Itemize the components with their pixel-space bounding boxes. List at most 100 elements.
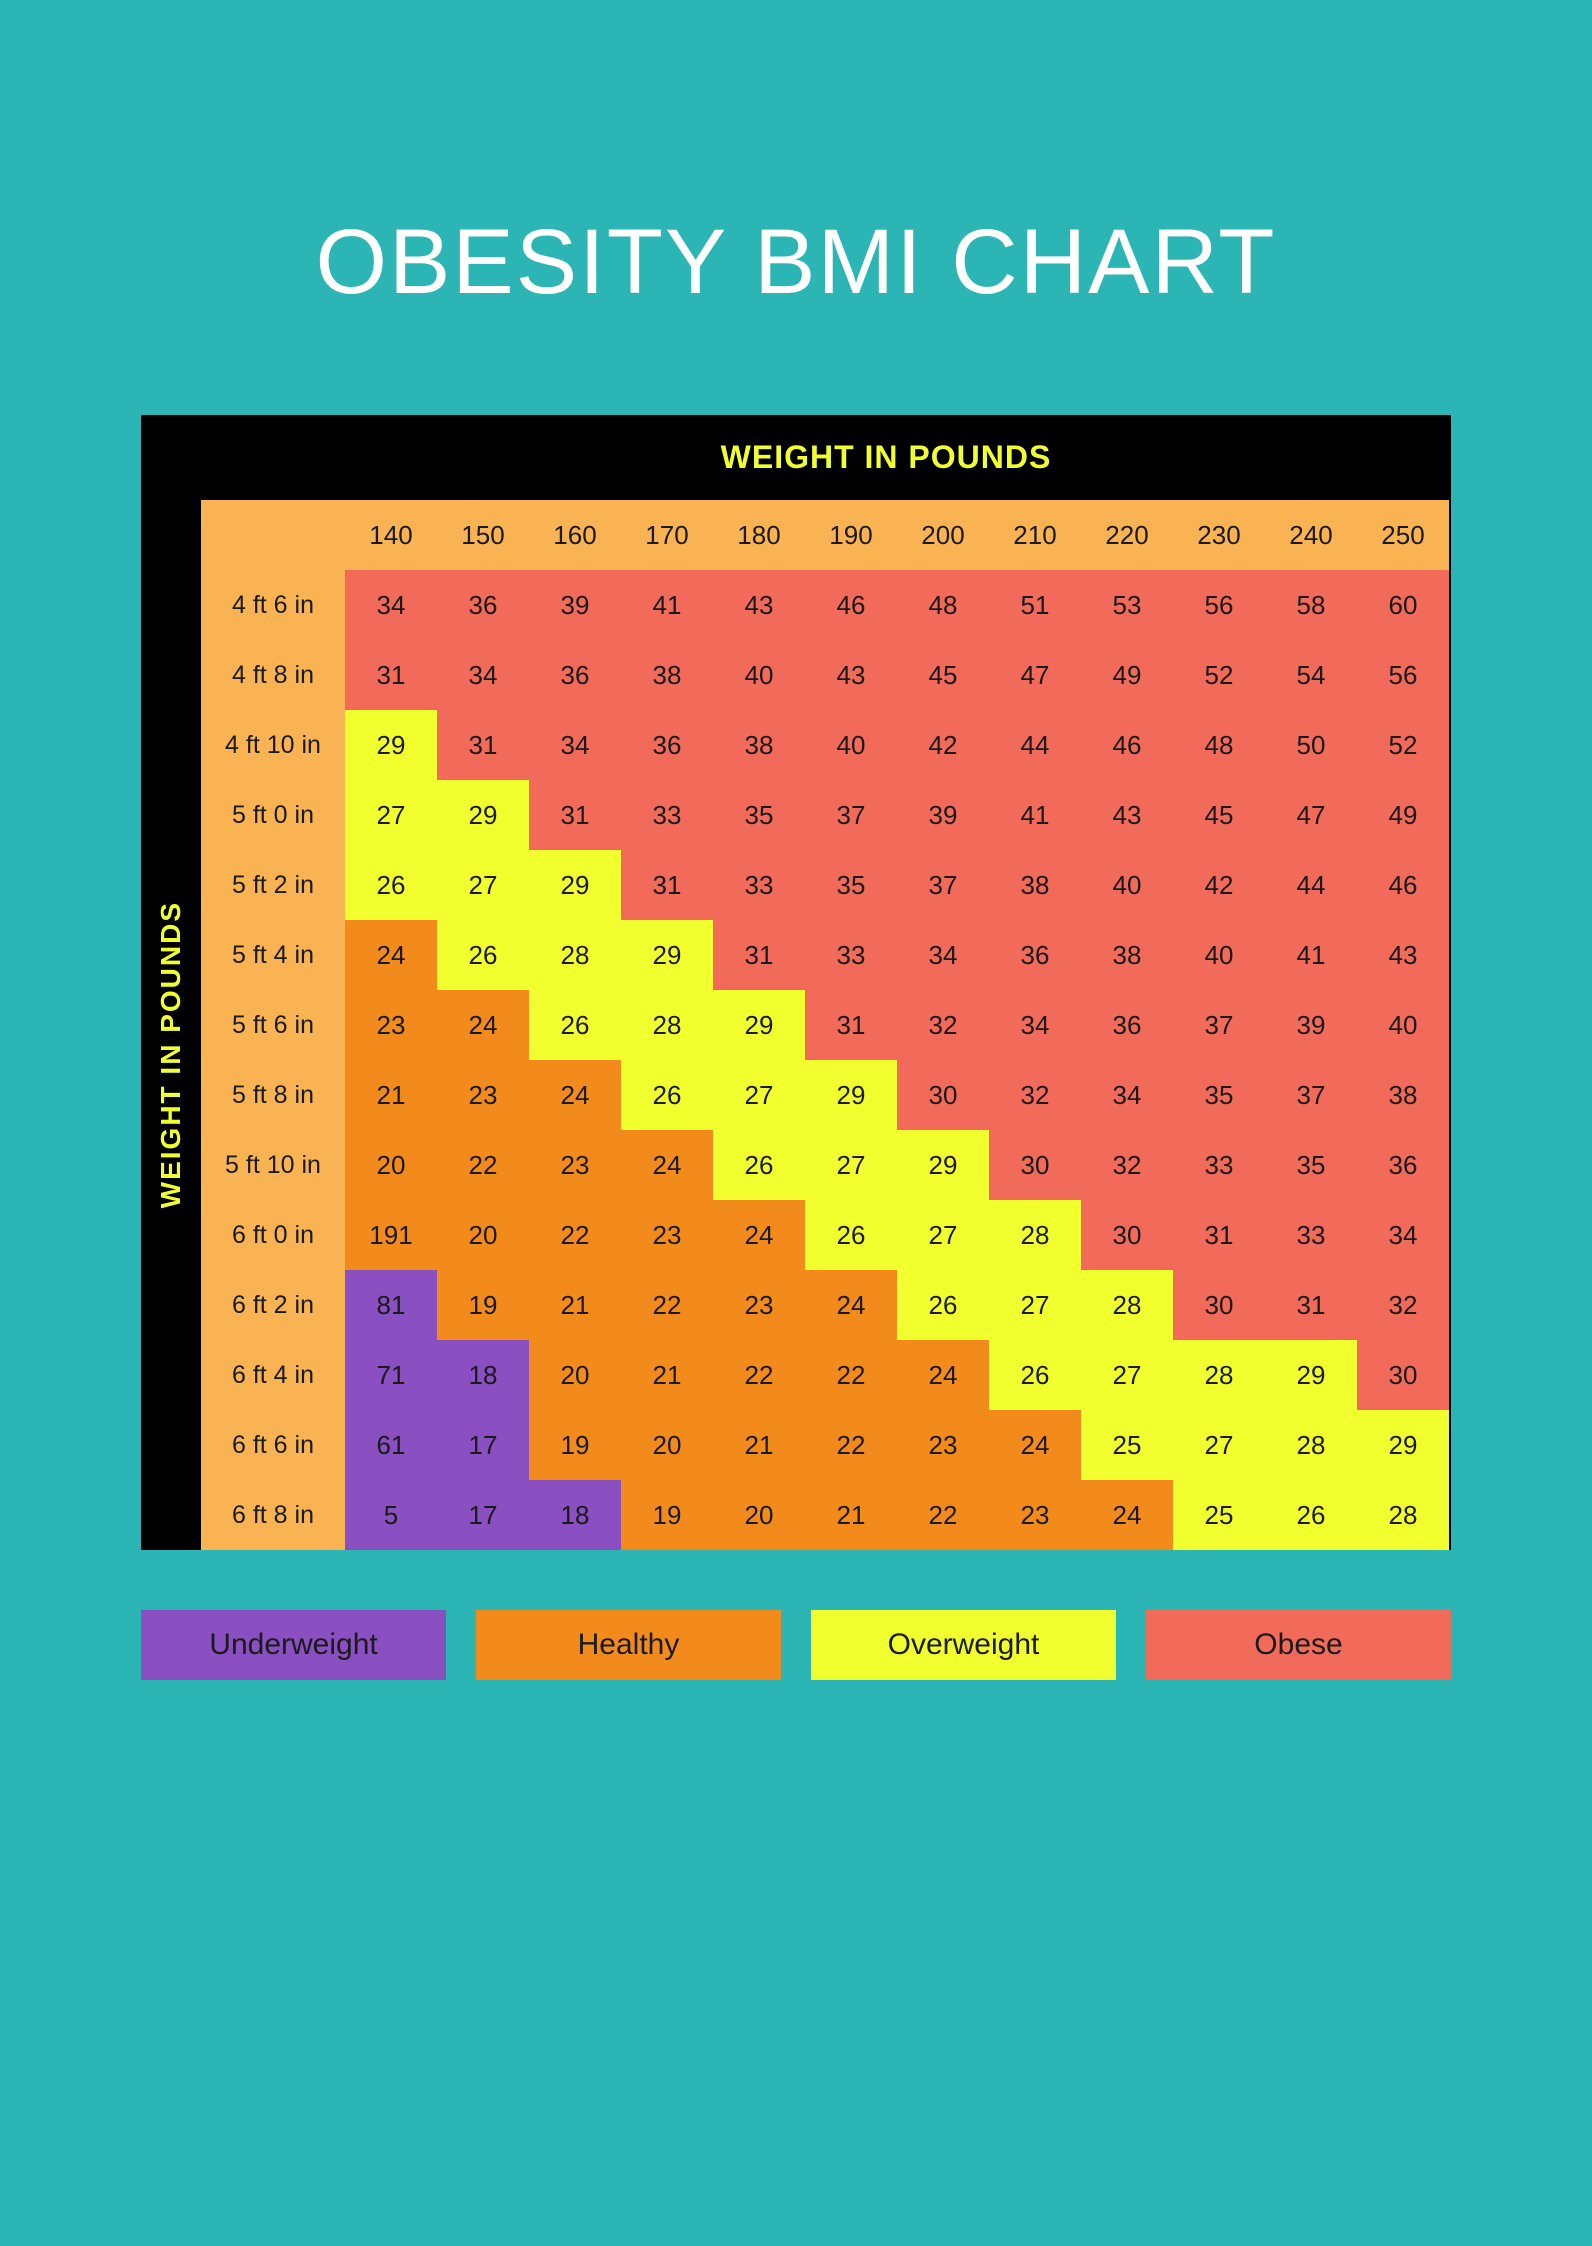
bmi-grid: 1401501601701801902002102202302402504 ft… (201, 500, 1451, 1550)
bmi-cell: 26 (621, 1060, 713, 1130)
bmi-cell: 23 (529, 1130, 621, 1200)
bmi-cell: 41 (989, 780, 1081, 850)
weight-header-cell: 210 (989, 500, 1081, 570)
bmi-cell: 19 (437, 1270, 529, 1340)
bmi-cell: 28 (1265, 1410, 1357, 1480)
bmi-cell: 32 (989, 1060, 1081, 1130)
bmi-cell: 32 (1357, 1270, 1449, 1340)
bmi-cell: 29 (897, 1130, 989, 1200)
height-cell: 4 ft 6 in (201, 570, 345, 640)
bmi-cell: 38 (989, 850, 1081, 920)
bmi-cell: 30 (1357, 1340, 1449, 1410)
bmi-cell: 23 (437, 1060, 529, 1130)
bmi-cell: 28 (621, 990, 713, 1060)
bmi-cell: 27 (345, 780, 437, 850)
weight-header-cell: 150 (437, 500, 529, 570)
bmi-cell: 36 (1357, 1130, 1449, 1200)
bmi-cell: 31 (437, 710, 529, 780)
weight-header-cell: 220 (1081, 500, 1173, 570)
height-cell: 4 ft 10 in (201, 710, 345, 780)
bmi-cell: 37 (1265, 1060, 1357, 1130)
bmi-cell: 30 (1173, 1270, 1265, 1340)
bmi-cell: 25 (1081, 1410, 1173, 1480)
bmi-cell: 22 (713, 1340, 805, 1410)
bmi-cell: 22 (529, 1200, 621, 1270)
bmi-cell: 39 (897, 780, 989, 850)
bmi-cell: 32 (897, 990, 989, 1060)
bmi-cell: 27 (989, 1270, 1081, 1340)
bmi-cell: 27 (713, 1060, 805, 1130)
bmi-cell: 29 (713, 990, 805, 1060)
bmi-cell: 17 (437, 1480, 529, 1550)
weight-header-cell: 160 (529, 500, 621, 570)
bmi-row: 6 ft 8 in51718192021222324252628 (201, 1480, 1451, 1550)
bmi-cell: 37 (1173, 990, 1265, 1060)
bmi-cell: 71 (345, 1340, 437, 1410)
bmi-cell: 21 (805, 1480, 897, 1550)
height-cell: 6 ft 0 in (201, 1200, 345, 1270)
bmi-cell: 5 (345, 1480, 437, 1550)
bmi-cell: 34 (1081, 1060, 1173, 1130)
height-cell: 6 ft 6 in (201, 1410, 345, 1480)
bmi-cell: 36 (621, 710, 713, 780)
weight-header-cell: 230 (1173, 500, 1265, 570)
bmi-cell: 17 (437, 1410, 529, 1480)
weight-header-cell: 200 (897, 500, 989, 570)
bmi-cell: 37 (897, 850, 989, 920)
bmi-cell: 31 (805, 990, 897, 1060)
bmi-cell: 31 (1173, 1200, 1265, 1270)
bmi-cell: 26 (1265, 1480, 1357, 1550)
bmi-cell: 47 (989, 640, 1081, 710)
bmi-row: 4 ft 10 in293134363840424446485052 (201, 710, 1451, 780)
bmi-cell: 27 (1081, 1340, 1173, 1410)
bmi-cell: 26 (437, 920, 529, 990)
bmi-cell: 23 (989, 1480, 1081, 1550)
bmi-cell: 28 (1081, 1270, 1173, 1340)
corner-cell (201, 500, 345, 570)
bmi-cell: 31 (529, 780, 621, 850)
bmi-row: 6 ft 4 in711820212222242627282930 (201, 1340, 1451, 1410)
bmi-cell: 31 (713, 920, 805, 990)
bmi-cell: 21 (529, 1270, 621, 1340)
bmi-cell: 27 (805, 1130, 897, 1200)
bmi-cell: 19 (529, 1410, 621, 1480)
bmi-cell: 44 (1265, 850, 1357, 920)
bmi-cell: 41 (1265, 920, 1357, 990)
bmi-cell: 24 (805, 1270, 897, 1340)
bmi-cell: 34 (437, 640, 529, 710)
left-axis: WEIGHT IN POUNDS (141, 500, 201, 1550)
bmi-cell: 29 (805, 1060, 897, 1130)
bmi-cell: 42 (1173, 850, 1265, 920)
bmi-cell: 45 (897, 640, 989, 710)
bmi-cell: 47 (1265, 780, 1357, 850)
bmi-cell: 56 (1357, 640, 1449, 710)
bmi-cell: 40 (805, 710, 897, 780)
bmi-cell: 28 (1357, 1480, 1449, 1550)
bmi-row: 5 ft 2 in262729313335373840424446 (201, 850, 1451, 920)
bmi-cell: 33 (621, 780, 713, 850)
weight-header-cell: 190 (805, 500, 897, 570)
bmi-cell: 191 (345, 1200, 437, 1270)
bmi-cell: 38 (1357, 1060, 1449, 1130)
bmi-cell: 24 (621, 1130, 713, 1200)
height-cell: 5 ft 8 in (201, 1060, 345, 1130)
bmi-cell: 48 (897, 570, 989, 640)
bmi-cell: 29 (437, 780, 529, 850)
bmi-cell: 31 (621, 850, 713, 920)
bmi-cell: 19 (621, 1480, 713, 1550)
bmi-cell: 45 (1173, 780, 1265, 850)
bmi-cell: 44 (989, 710, 1081, 780)
bmi-cell: 30 (989, 1130, 1081, 1200)
bmi-cell: 24 (897, 1340, 989, 1410)
bmi-cell: 26 (713, 1130, 805, 1200)
bmi-cell: 23 (621, 1200, 713, 1270)
bmi-cell: 20 (437, 1200, 529, 1270)
bmi-cell: 36 (437, 570, 529, 640)
bmi-cell: 34 (989, 990, 1081, 1060)
bmi-cell: 40 (1357, 990, 1449, 1060)
bmi-cell: 30 (1081, 1200, 1173, 1270)
bmi-cell: 39 (1265, 990, 1357, 1060)
bmi-cell: 43 (1357, 920, 1449, 990)
height-cell: 5 ft 0 in (201, 780, 345, 850)
bmi-cell: 33 (1265, 1200, 1357, 1270)
